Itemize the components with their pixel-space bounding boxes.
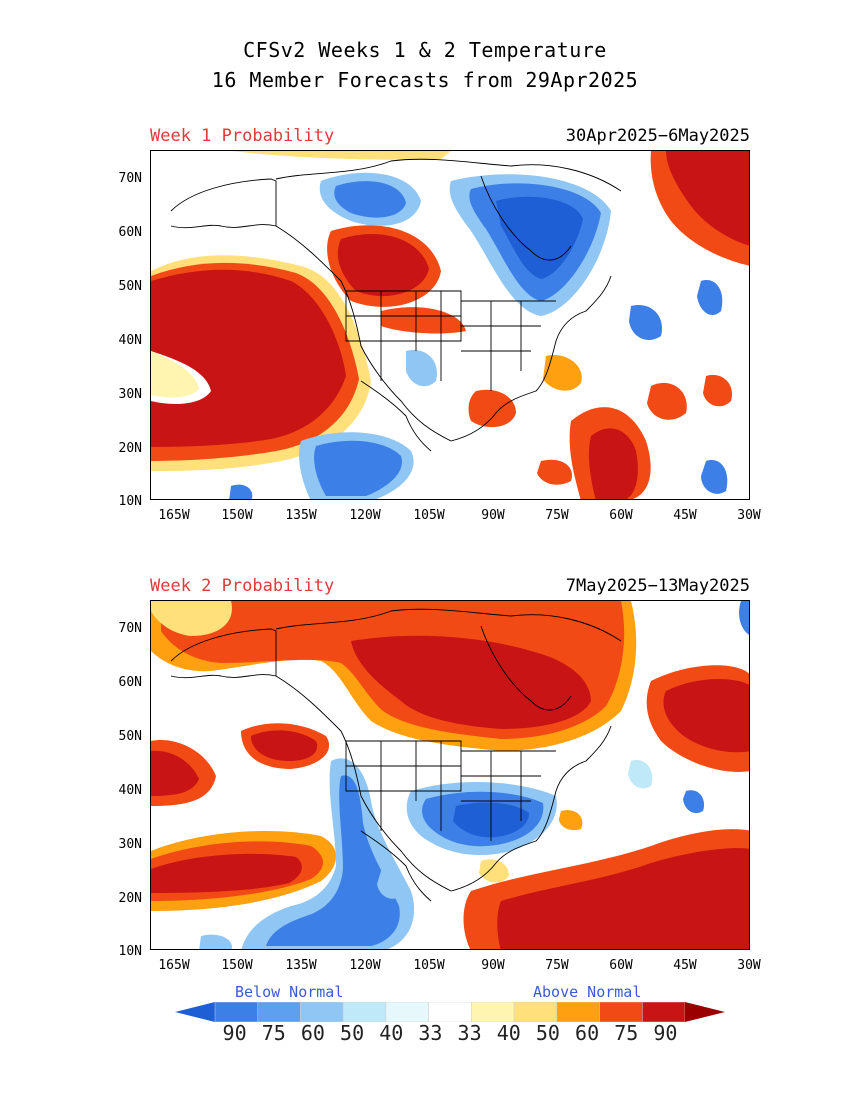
week1-warm-fields [151, 151, 749, 499]
legend-swatch [342, 1002, 387, 1022]
legend-swatch [599, 1002, 643, 1022]
panel2-dates: 7May2025−13May2025 [565, 576, 750, 596]
panel2-label: Week 2 Probability [150, 576, 335, 596]
lon-tick: 120W [349, 958, 381, 973]
lat-tick: 10N [118, 494, 142, 509]
legend-value: 75 [614, 1021, 639, 1045]
lat-tick: 20N [118, 891, 142, 906]
lat-tick: 30N [118, 387, 142, 402]
lon-tick: 30W [737, 508, 761, 523]
legend-value: 90 [222, 1021, 247, 1045]
week2-probability-map [150, 600, 750, 950]
legend-swatch [385, 1002, 429, 1022]
lat-tick: 40N [118, 783, 142, 798]
lat-tick: 10N [118, 944, 142, 959]
legend-value: 33 [418, 1021, 443, 1045]
legend-swatch [556, 1002, 600, 1022]
legend-value: 50 [340, 1021, 365, 1045]
lon-tick: 135W [285, 508, 317, 523]
lat-tick: 50N [118, 279, 142, 294]
lon-tick: 135W [285, 958, 317, 973]
legend-value: 50 [535, 1021, 560, 1045]
legend-swatch [214, 1002, 258, 1022]
lon-tick: 150W [221, 958, 253, 973]
lat-tick: 60N [118, 225, 142, 240]
lon-tick: 60W [609, 508, 633, 523]
lon-tick: 150W [221, 508, 253, 523]
lon-tick: 60W [609, 958, 633, 973]
lat-tick: 50N [118, 729, 142, 744]
legend-swatch [471, 1002, 515, 1022]
week2-cool-fields [199, 601, 749, 949]
lon-tick: 165W [158, 958, 190, 973]
lat-tick: 40N [118, 333, 142, 348]
legend-value: 40 [379, 1021, 404, 1045]
lon-tick: 75W [545, 508, 569, 523]
legend-below-normal-label: Below Normal [235, 983, 344, 1001]
week1-cool-fields [229, 172, 728, 499]
panel1-label: Week 1 Probability [150, 126, 335, 146]
lon-tick: 45W [673, 958, 697, 973]
week2-warm-fields [151, 601, 749, 949]
legend-above-normal-label: Above Normal [533, 983, 642, 1001]
legend-swatch [642, 1002, 686, 1022]
legend-swatch [428, 1002, 472, 1022]
lon-tick: 165W [158, 508, 190, 523]
week1-coastlines [170, 158, 622, 452]
legend-value: 60 [300, 1021, 325, 1045]
legend-swatch [513, 1002, 558, 1022]
legend-swatch [175, 1002, 215, 1022]
legend-value: 75 [261, 1021, 286, 1045]
lon-tick: 75W [545, 958, 569, 973]
lat-tick: 70N [118, 171, 142, 186]
chart-title-line2: 16 Member Forecasts from 29Apr2025 [211, 68, 639, 92]
legend-value: 33 [457, 1021, 482, 1045]
lat-tick: 20N [118, 441, 142, 456]
chart-title-line1: CFSv2 Weeks 1 & 2 Temperature [243, 38, 607, 62]
legend-value: 90 [653, 1021, 678, 1045]
legend-swatch [257, 1002, 301, 1022]
legend-value: 40 [496, 1021, 521, 1045]
lat-tick: 30N [118, 837, 142, 852]
lon-tick: 105W [413, 958, 445, 973]
legend-value: 60 [575, 1021, 600, 1045]
lon-tick: 45W [673, 508, 697, 523]
week1-probability-map [150, 150, 750, 500]
lon-tick: 120W [349, 508, 381, 523]
legend-colorbar [175, 1002, 725, 1022]
lon-tick: 30W [737, 958, 761, 973]
lat-tick: 60N [118, 675, 142, 690]
legend-swatch [300, 1002, 344, 1022]
lon-tick: 90W [481, 958, 505, 973]
week2-coastlines [170, 608, 622, 902]
legend-swatch [685, 1002, 725, 1022]
lon-tick: 90W [481, 508, 505, 523]
lat-tick: 70N [118, 621, 142, 636]
lon-tick: 105W [413, 508, 445, 523]
panel1-dates: 30Apr2025−6May2025 [565, 126, 750, 146]
